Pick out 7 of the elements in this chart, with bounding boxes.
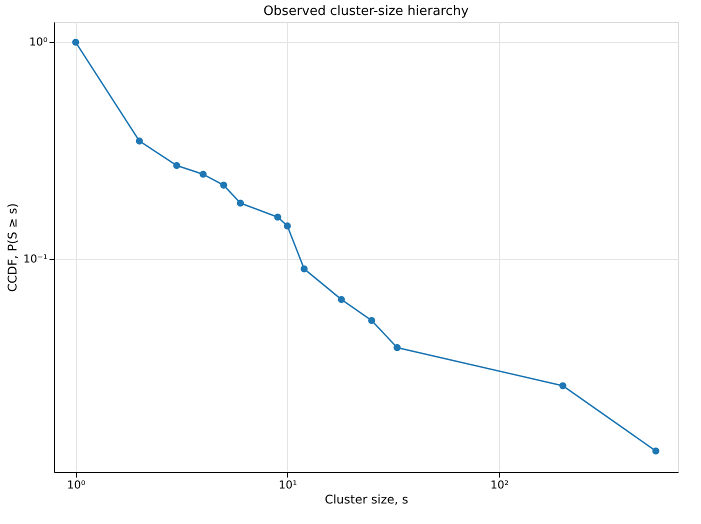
y-axis-title: CCDF, P(S ≥ s) bbox=[5, 203, 20, 292]
y-tick-label: 10⁻¹ bbox=[23, 252, 48, 266]
x-axis-title: Cluster size, s bbox=[324, 492, 408, 506]
x-tick-label: 10⁰ bbox=[66, 478, 86, 492]
x-tick-label: 10² bbox=[490, 478, 509, 492]
x-tick-label: 10¹ bbox=[278, 478, 298, 492]
chart-title: Observed cluster-size hierarchy bbox=[263, 4, 469, 19]
